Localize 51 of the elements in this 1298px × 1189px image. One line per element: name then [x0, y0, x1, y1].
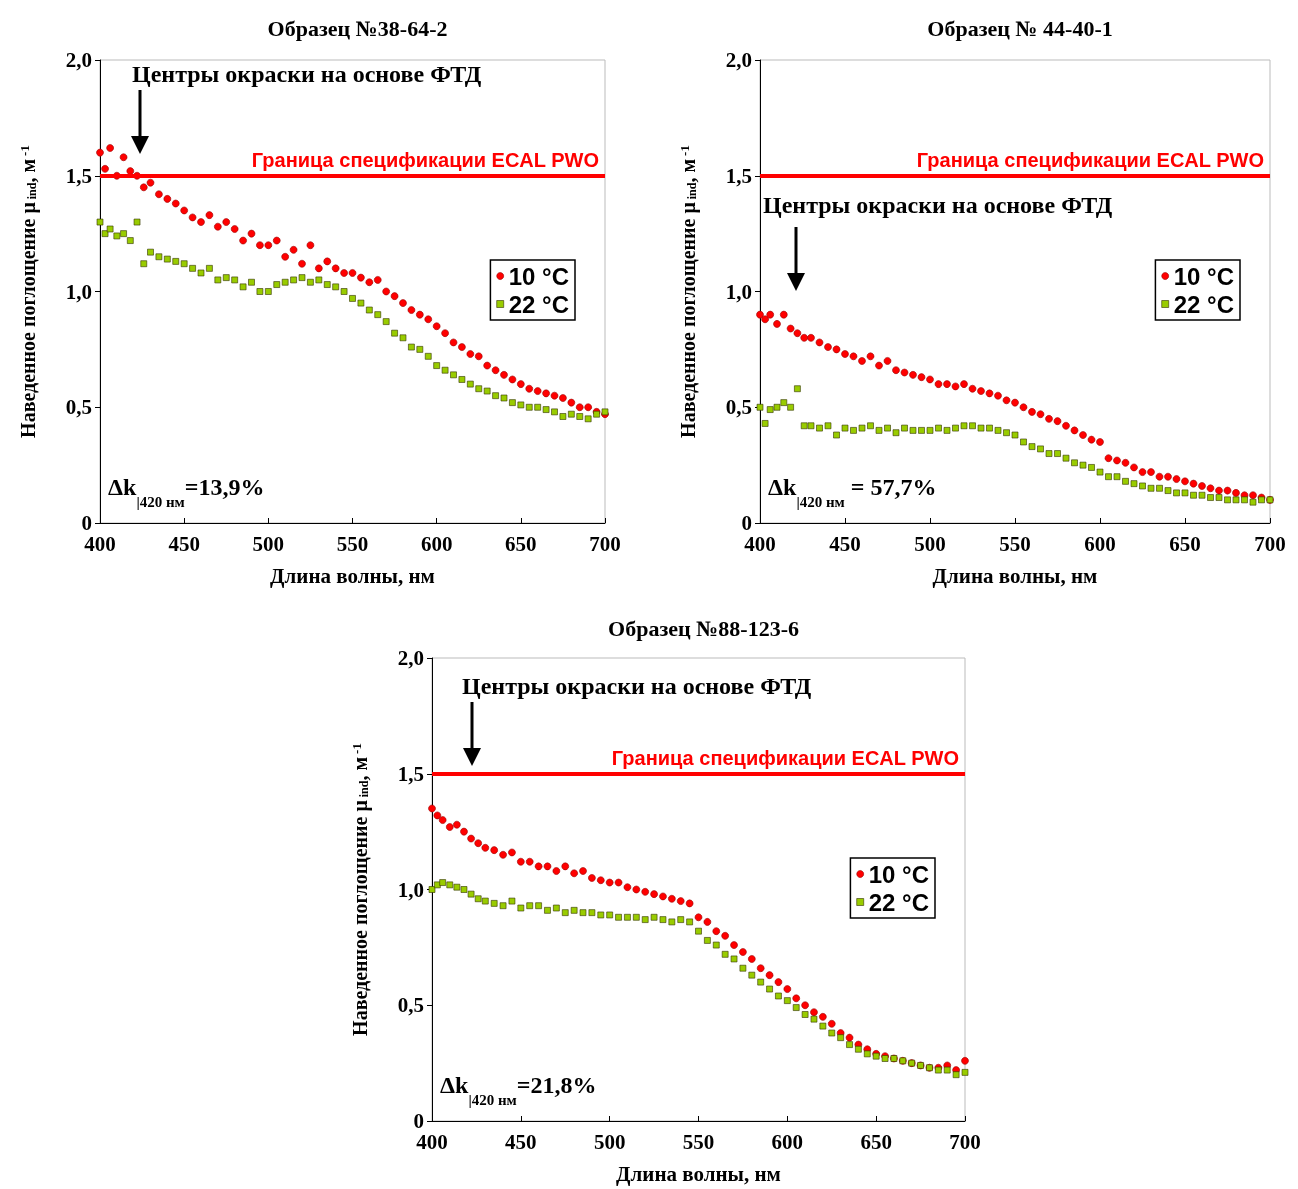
y-tick-label: 2,0 [397, 646, 424, 670]
y-axis-title: Наведенное поглощение μind, м-1 [349, 743, 372, 1036]
legend-label: 22 °C [508, 290, 569, 318]
x-tick-label: 550 [336, 531, 369, 556]
y-tick-label: 1,0 [397, 877, 424, 902]
x-tick-label: 650 [1169, 531, 1201, 556]
y-tick-label: 2,0 [725, 48, 752, 72]
x-tick-label: 600 [1084, 531, 1116, 556]
x-tick-label: 600 [771, 1129, 804, 1154]
y-tick-label: 1,5 [65, 163, 92, 188]
legend-label: 10 °C [1173, 262, 1234, 290]
x-axis-title: Длина волны, нм [616, 1161, 781, 1186]
y-axis-title: Наведенное поглощение μind, м-1 [17, 145, 40, 438]
legend-label: 22 °C [868, 888, 929, 916]
annotation: Центры окраски на основе ФТД [763, 192, 1113, 218]
legend-label: 10 °C [508, 262, 569, 290]
x-tick-label: 450 [829, 531, 861, 556]
chart-title: Образец № 44-40-1 [927, 15, 1113, 41]
y-tick-label: 0,5 [725, 395, 752, 420]
x-tick-label: 700 [1254, 531, 1286, 556]
x-tick-label: 650 [860, 1129, 892, 1154]
y-tick-label: 1,5 [725, 163, 752, 188]
y-tick-label: 0,5 [397, 993, 424, 1018]
x-axis-title: Длина волны, нм [932, 563, 1098, 588]
x-tick-label: 450 [505, 1129, 537, 1154]
ref-line-label: Граница спецификации ECAL PWO [251, 148, 599, 171]
ref-line-label: Граница спецификации ECAL PWO [611, 746, 959, 769]
x-tick-label: 550 [682, 1129, 715, 1154]
x-tick-label: 700 [949, 1129, 981, 1154]
y-tick-label: 0,5 [65, 395, 92, 420]
x-tick-label: 700 [589, 531, 621, 556]
legend-label: 10 °C [868, 860, 929, 888]
y-tick-label: 2,0 [65, 48, 92, 72]
annotation: Центры окраски на основе ФТД [462, 673, 812, 699]
x-tick-label: 600 [420, 531, 453, 556]
y-tick-label: 1,0 [65, 279, 92, 304]
x-tick-label: 500 [914, 531, 946, 556]
x-tick-label: 650 [505, 531, 537, 556]
x-tick-label: 450 [168, 531, 200, 556]
x-tick-label: 550 [999, 531, 1031, 556]
y-tick-label: 1,0 [725, 279, 752, 304]
x-tick-label: 500 [252, 531, 285, 556]
annotation: Центры окраски на основе ФТД [132, 61, 482, 87]
y-tick-label: 1,5 [397, 761, 424, 786]
x-tick-label: 500 [593, 1129, 626, 1154]
x-axis-title: Длина волны, нм [270, 563, 435, 588]
ref-line-label: Граница спецификации ECAL PWO [916, 148, 1264, 171]
chart-title: Образец №88-123-6 [608, 615, 799, 641]
legend-label: 22 °C [1173, 290, 1234, 318]
y-axis-title: Наведенное поглощение μind, м-1 [677, 145, 700, 438]
chart-title: Образец №38-64-2 [267, 15, 448, 41]
